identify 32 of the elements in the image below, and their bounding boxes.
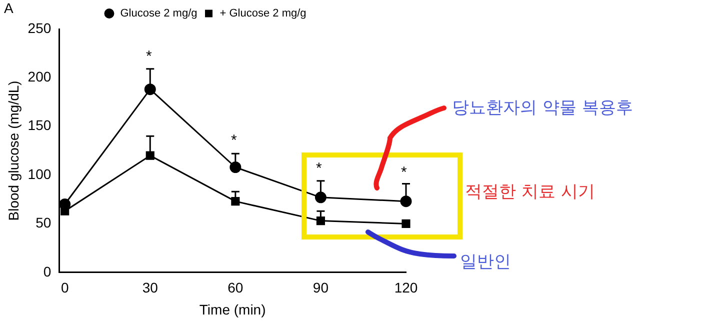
- point: [316, 216, 325, 226]
- text: 적절한 치료 시기: [465, 181, 595, 203]
- point: [146, 151, 154, 160]
- x-tick-label: 60: [228, 280, 244, 296]
- y-axis-title: Blood glucose (mg/dL): [5, 80, 22, 221]
- x-tick-label: 120: [394, 280, 418, 296]
- x-axis-title: Time (min): [199, 301, 266, 318]
- point: [400, 196, 412, 208]
- text: 일반인: [460, 251, 511, 273]
- legend-label: Glucose 2 mg/g: [120, 8, 198, 20]
- point: [230, 162, 242, 173]
- annotation: *: [146, 48, 152, 65]
- text: 당뇨환자의 약물 복용후: [452, 97, 633, 119]
- annotation: *: [316, 160, 322, 177]
- y-tick-label: 150: [28, 117, 52, 134]
- y-tick-label: 250: [28, 20, 52, 36]
- x-tick-label: 0: [60, 280, 69, 296]
- legend-label: + Glucose 2 mg/g: [220, 8, 306, 20]
- point: [59, 198, 71, 210]
- annotation: *: [231, 132, 237, 149]
- point: [231, 197, 240, 206]
- x-tick-label: 90: [312, 280, 329, 296]
- y-tick-label: 50: [36, 214, 52, 231]
- point: [402, 219, 410, 228]
- y-tick-label: 0: [43, 263, 52, 280]
- x-tick-label: 30: [142, 280, 158, 296]
- point: [314, 192, 326, 204]
- point: [144, 84, 156, 96]
- y-tick-label: 100: [28, 166, 52, 182]
- text: A: [4, 0, 14, 16]
- annotation: *: [401, 164, 407, 181]
- y-tick-label: 200: [28, 68, 52, 85]
